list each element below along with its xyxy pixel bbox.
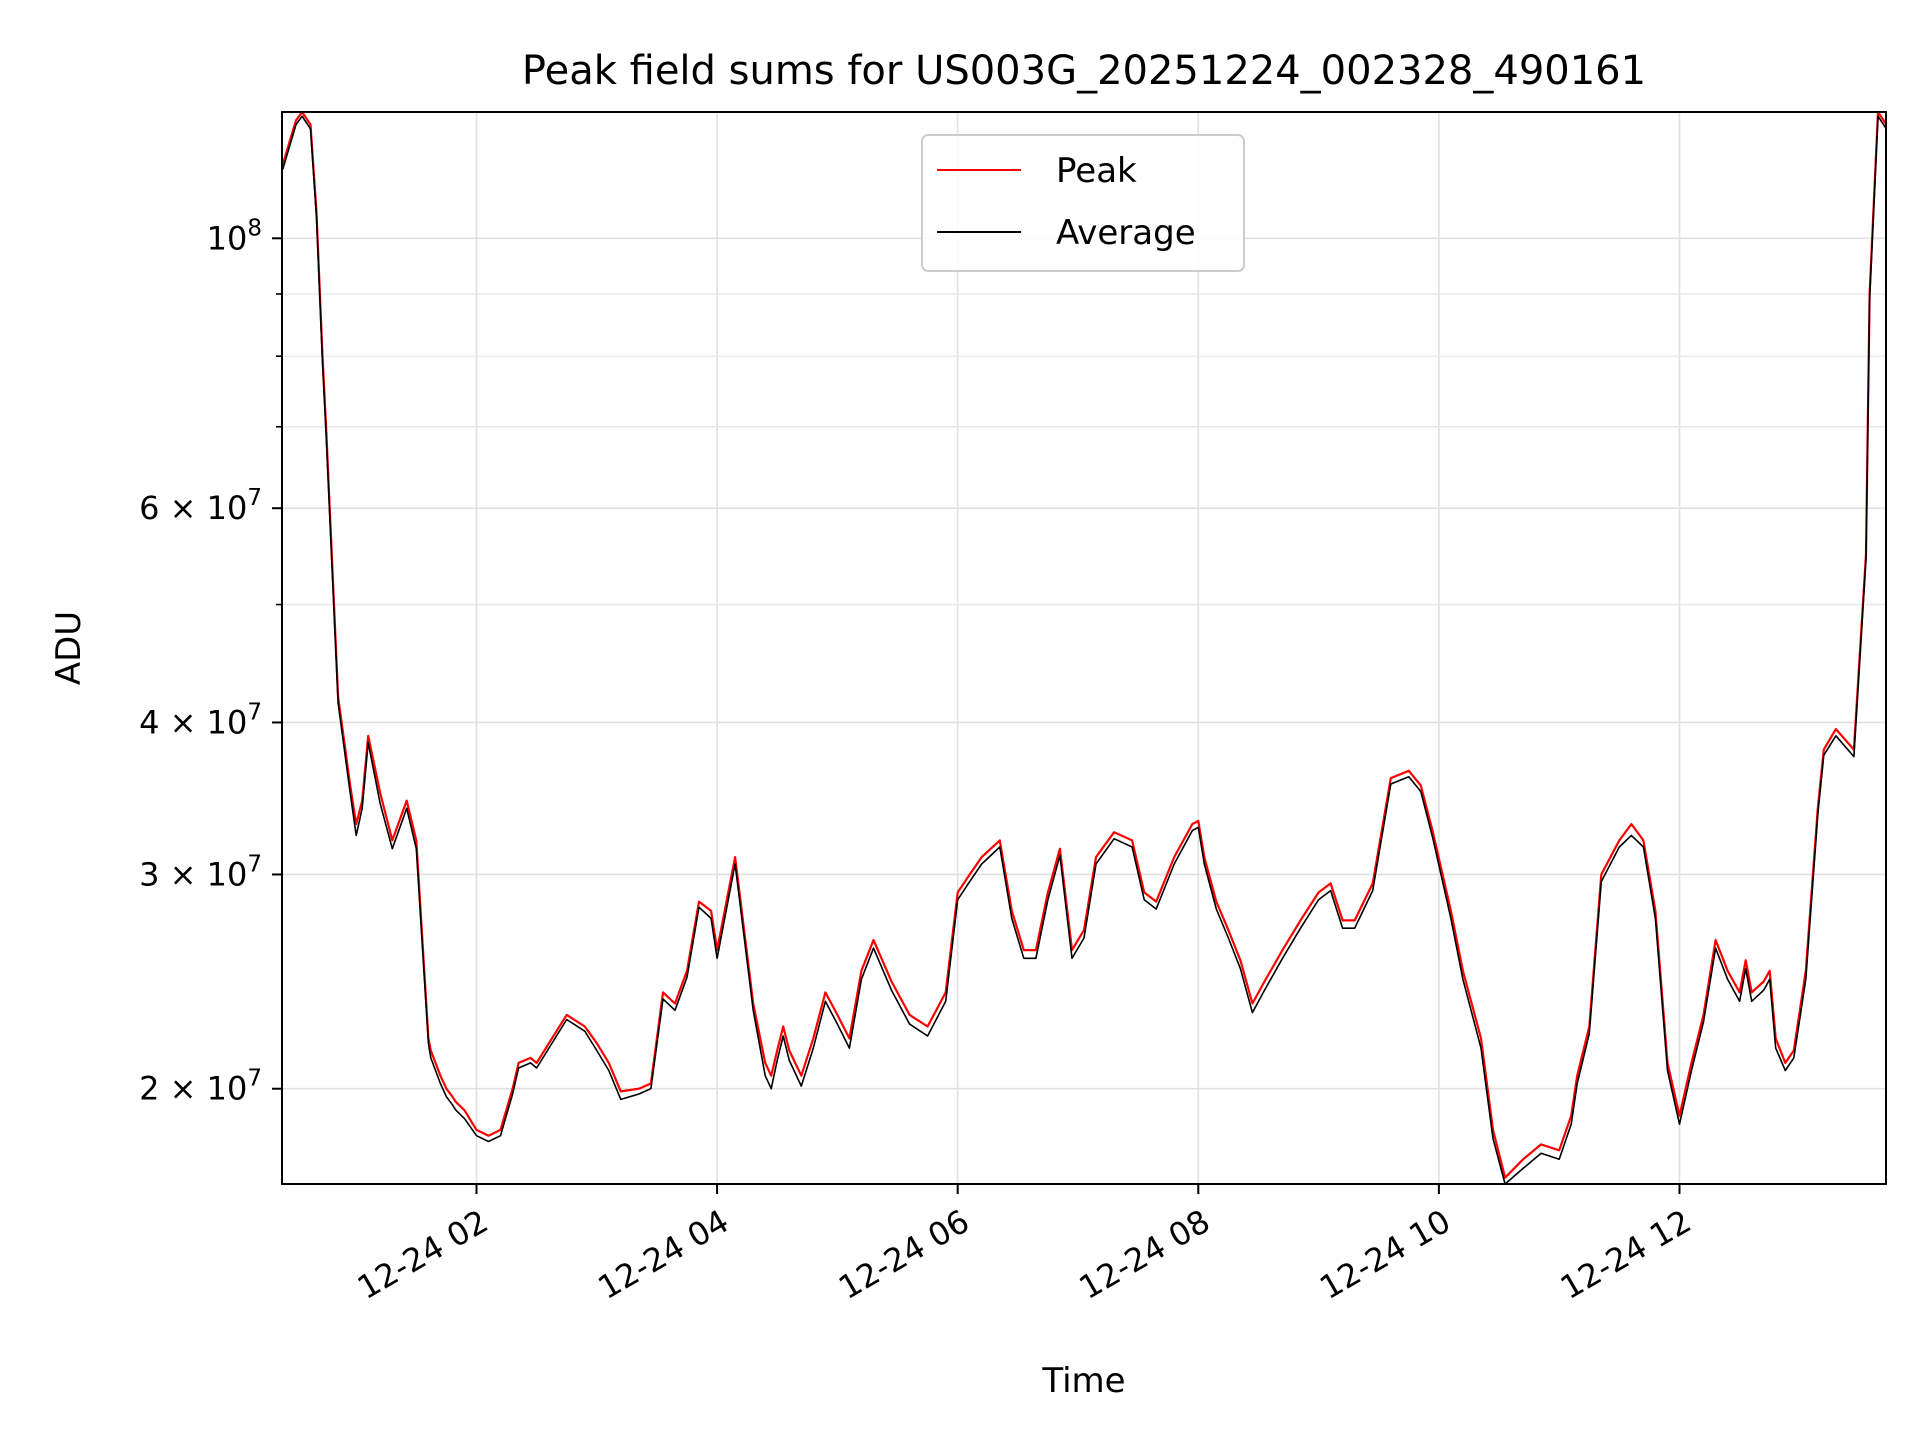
legend-label-average: Average bbox=[1056, 213, 1196, 253]
legend: Peak Average bbox=[921, 134, 1245, 272]
x-axis-label: Time bbox=[1041, 1361, 1125, 1401]
series-layer bbox=[281, 110, 1888, 1185]
y-tick-label: 4 × 107 bbox=[139, 699, 262, 741]
y-axis-label: ADU bbox=[49, 611, 89, 685]
y-tick-label: 2 × 107 bbox=[139, 1066, 262, 1108]
legend-label-peak: Peak bbox=[1056, 151, 1137, 191]
y-tick-label: 3 × 107 bbox=[139, 851, 262, 893]
grid-lines bbox=[282, 112, 1886, 1184]
chart-title: Peak field sums for US003G_20251224_0023… bbox=[522, 48, 1646, 94]
plot-area-frame bbox=[281, 111, 1887, 1185]
y-tick-label: 108 bbox=[207, 215, 262, 257]
series-line-average bbox=[282, 115, 1888, 1185]
y-tick-label: 6 × 107 bbox=[139, 485, 262, 527]
